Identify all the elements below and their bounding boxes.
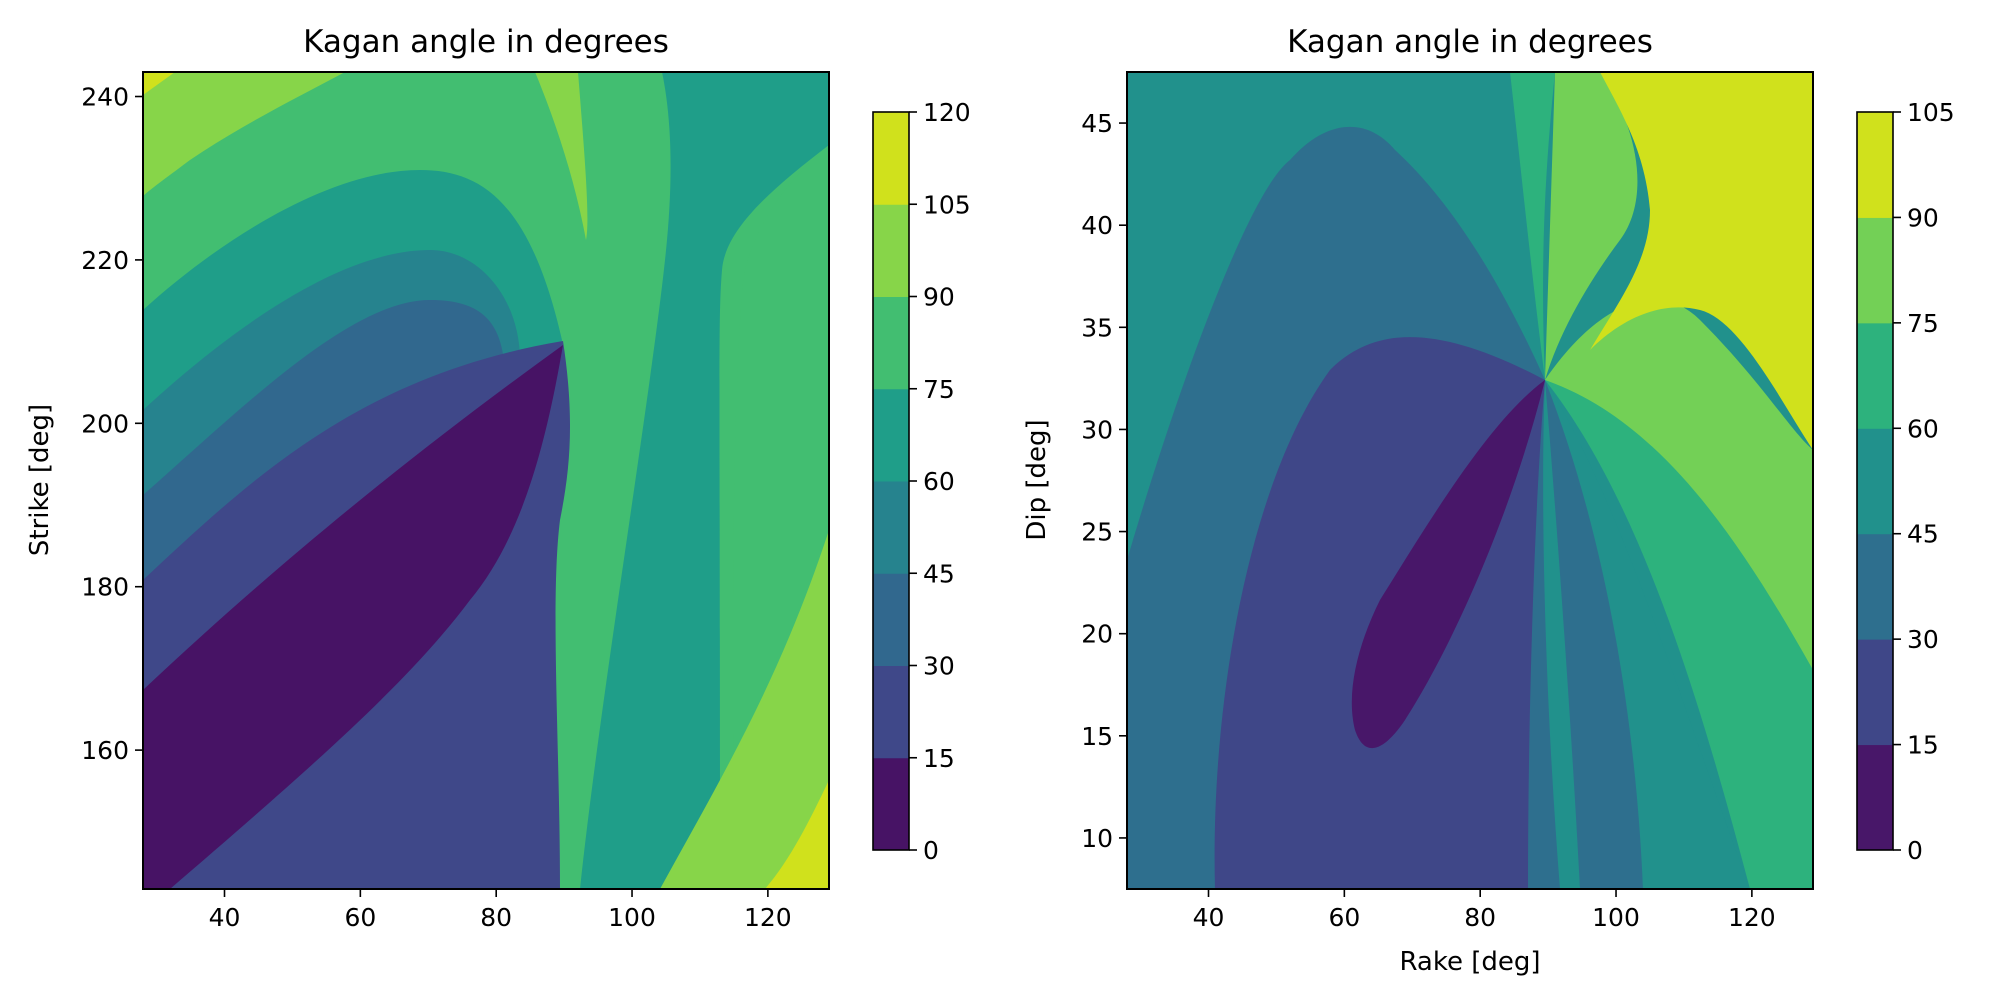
left-plot-frame — [142, 71, 830, 890]
right-x-axis: 40 60 80 100 120 — [1193, 889, 1776, 932]
left-colorbar-segment — [873, 757, 909, 851]
right-y-tick-label: 45 — [1081, 109, 1113, 138]
right-y-axis-label: Dip [deg] — [1022, 419, 1052, 540]
left-contour-band-60-75-right — [580, 72, 829, 889]
right-contour-band-45-60-right — [1545, 380, 1750, 889]
right-colorbar-tick-label: 30 — [1907, 625, 1939, 654]
right-contour-band-60-75 — [1545, 380, 1813, 889]
right-y-tick-label: 20 — [1081, 620, 1113, 649]
right-colorbar-tick-label: 45 — [1907, 520, 1939, 549]
right-y-tick-label: 25 — [1081, 518, 1113, 547]
right-colorbar-tick-label: 15 — [1907, 731, 1939, 760]
left-colorbar-segment — [873, 665, 909, 759]
left-colorbar: 0 15 30 45 60 75 90 105 120 — [872, 98, 971, 865]
left-x-tick-label: 60 — [344, 903, 376, 932]
left-colorbar-tick-label: 105 — [923, 190, 971, 219]
left-colorbar-tick-label: 30 — [923, 652, 955, 681]
left-y-tick-label: 160 — [81, 736, 129, 765]
left-y-axis: 160 180 200 220 240 — [81, 83, 143, 765]
right-x-tick-label: 60 — [1328, 903, 1360, 932]
right-y-tick-label: 10 — [1081, 824, 1113, 853]
right-y-axis: 10 15 20 25 30 35 40 45 — [1081, 109, 1127, 853]
right-colorbar-segment — [1857, 112, 1893, 218]
right-colorbar-tick-label: 75 — [1907, 309, 1939, 338]
right-x-axis-label: Rake [deg] — [1399, 947, 1540, 977]
left-colorbar-tick-label: 0 — [923, 836, 939, 865]
right-colorbar-segment — [1857, 428, 1893, 535]
left-colorbar-tick-label: 75 — [923, 375, 955, 404]
left-colorbar-tick-label: 15 — [923, 744, 955, 773]
right-colorbar-segment — [1857, 639, 1893, 746]
right-y-tick-label: 15 — [1081, 722, 1113, 751]
right-x-tick-label: 80 — [1464, 903, 1496, 932]
left-colorbar-tick-label: 45 — [923, 559, 955, 588]
right-x-tick-label: 40 — [1193, 903, 1225, 932]
left-colorbar-segment — [873, 388, 909, 482]
left-colorbar-segment — [873, 112, 909, 205]
right-y-tick-label: 40 — [1081, 211, 1113, 240]
right-x-tick-label: 100 — [1592, 903, 1640, 932]
right-colorbar-segment — [1857, 322, 1893, 429]
right-colorbar: 0 15 30 45 60 75 90 105 — [1856, 98, 1955, 865]
right-contour-band-60-75-top — [1510, 72, 1555, 380]
left-contour-band-90-105-right — [660, 530, 829, 889]
left-y-tick-label: 220 — [81, 246, 129, 275]
right-y-tick-label: 30 — [1081, 415, 1113, 444]
right-colorbar-tick-label: 90 — [1907, 203, 1939, 232]
left-colorbar-tick-label: 120 — [923, 98, 971, 127]
right-colorbar-segment — [1857, 744, 1893, 851]
left-y-tick-label: 180 — [81, 573, 129, 602]
left-x-axis: 40 60 80 100 120 — [209, 889, 792, 932]
right-colorbar-segment — [1857, 217, 1893, 324]
right-chart-panel: Kagan angle in degrees 40 60 80 100 120 10 15… — [1022, 24, 1955, 977]
right-contour-band-90-105 — [1590, 72, 1813, 450]
right-plot-frame — [1126, 71, 1814, 890]
left-chart-panel: Kagan angle in degrees — [25, 24, 971, 932]
left-contour-spike — [535, 72, 588, 240]
left-colorbar-segment — [873, 481, 909, 574]
left-y-axis-label: Strike [deg] — [25, 404, 55, 556]
right-colorbar-tick-label: 0 — [1907, 836, 1923, 865]
left-contour-plot — [143, 72, 829, 889]
left-contour-band-0-15 — [143, 345, 563, 889]
left-colorbar-tick-label: 90 — [923, 283, 955, 312]
right-y-tick-label: 35 — [1081, 313, 1113, 342]
right-contour-band-75-90 — [1545, 72, 1813, 670]
right-colorbar-tick-label: 60 — [1907, 414, 1939, 443]
left-colorbar-tick-label: 60 — [923, 467, 955, 496]
right-chart-title: Kagan angle in degrees — [1287, 24, 1653, 60]
left-contour-band-105-120-top — [143, 72, 175, 95]
left-x-tick-label: 80 — [480, 903, 512, 932]
right-contour-plot — [1127, 72, 1813, 889]
right-x-tick-label: 120 — [1728, 903, 1776, 932]
left-colorbar-segment — [873, 296, 909, 390]
left-contour-band-90-105 — [143, 72, 345, 196]
left-colorbar-segment — [873, 573, 909, 666]
left-contour-band-105-120-bottom — [765, 780, 829, 889]
left-x-tick-label: 100 — [608, 903, 656, 932]
right-colorbar-segment — [1857, 533, 1893, 640]
left-chart-title: Kagan angle in degrees — [303, 24, 669, 60]
right-contour-band-0-15 — [1351, 380, 1545, 749]
left-x-tick-label: 120 — [744, 903, 792, 932]
left-colorbar-segment — [873, 204, 909, 297]
left-x-tick-label: 40 — [209, 903, 241, 932]
right-colorbar-frame — [1856, 111, 1894, 851]
right-contour-band-30-45-right — [1545, 380, 1643, 889]
left-y-tick-label: 240 — [81, 83, 129, 112]
right-colorbar-tick-label: 105 — [1907, 98, 1955, 127]
left-y-tick-label: 200 — [81, 409, 129, 438]
